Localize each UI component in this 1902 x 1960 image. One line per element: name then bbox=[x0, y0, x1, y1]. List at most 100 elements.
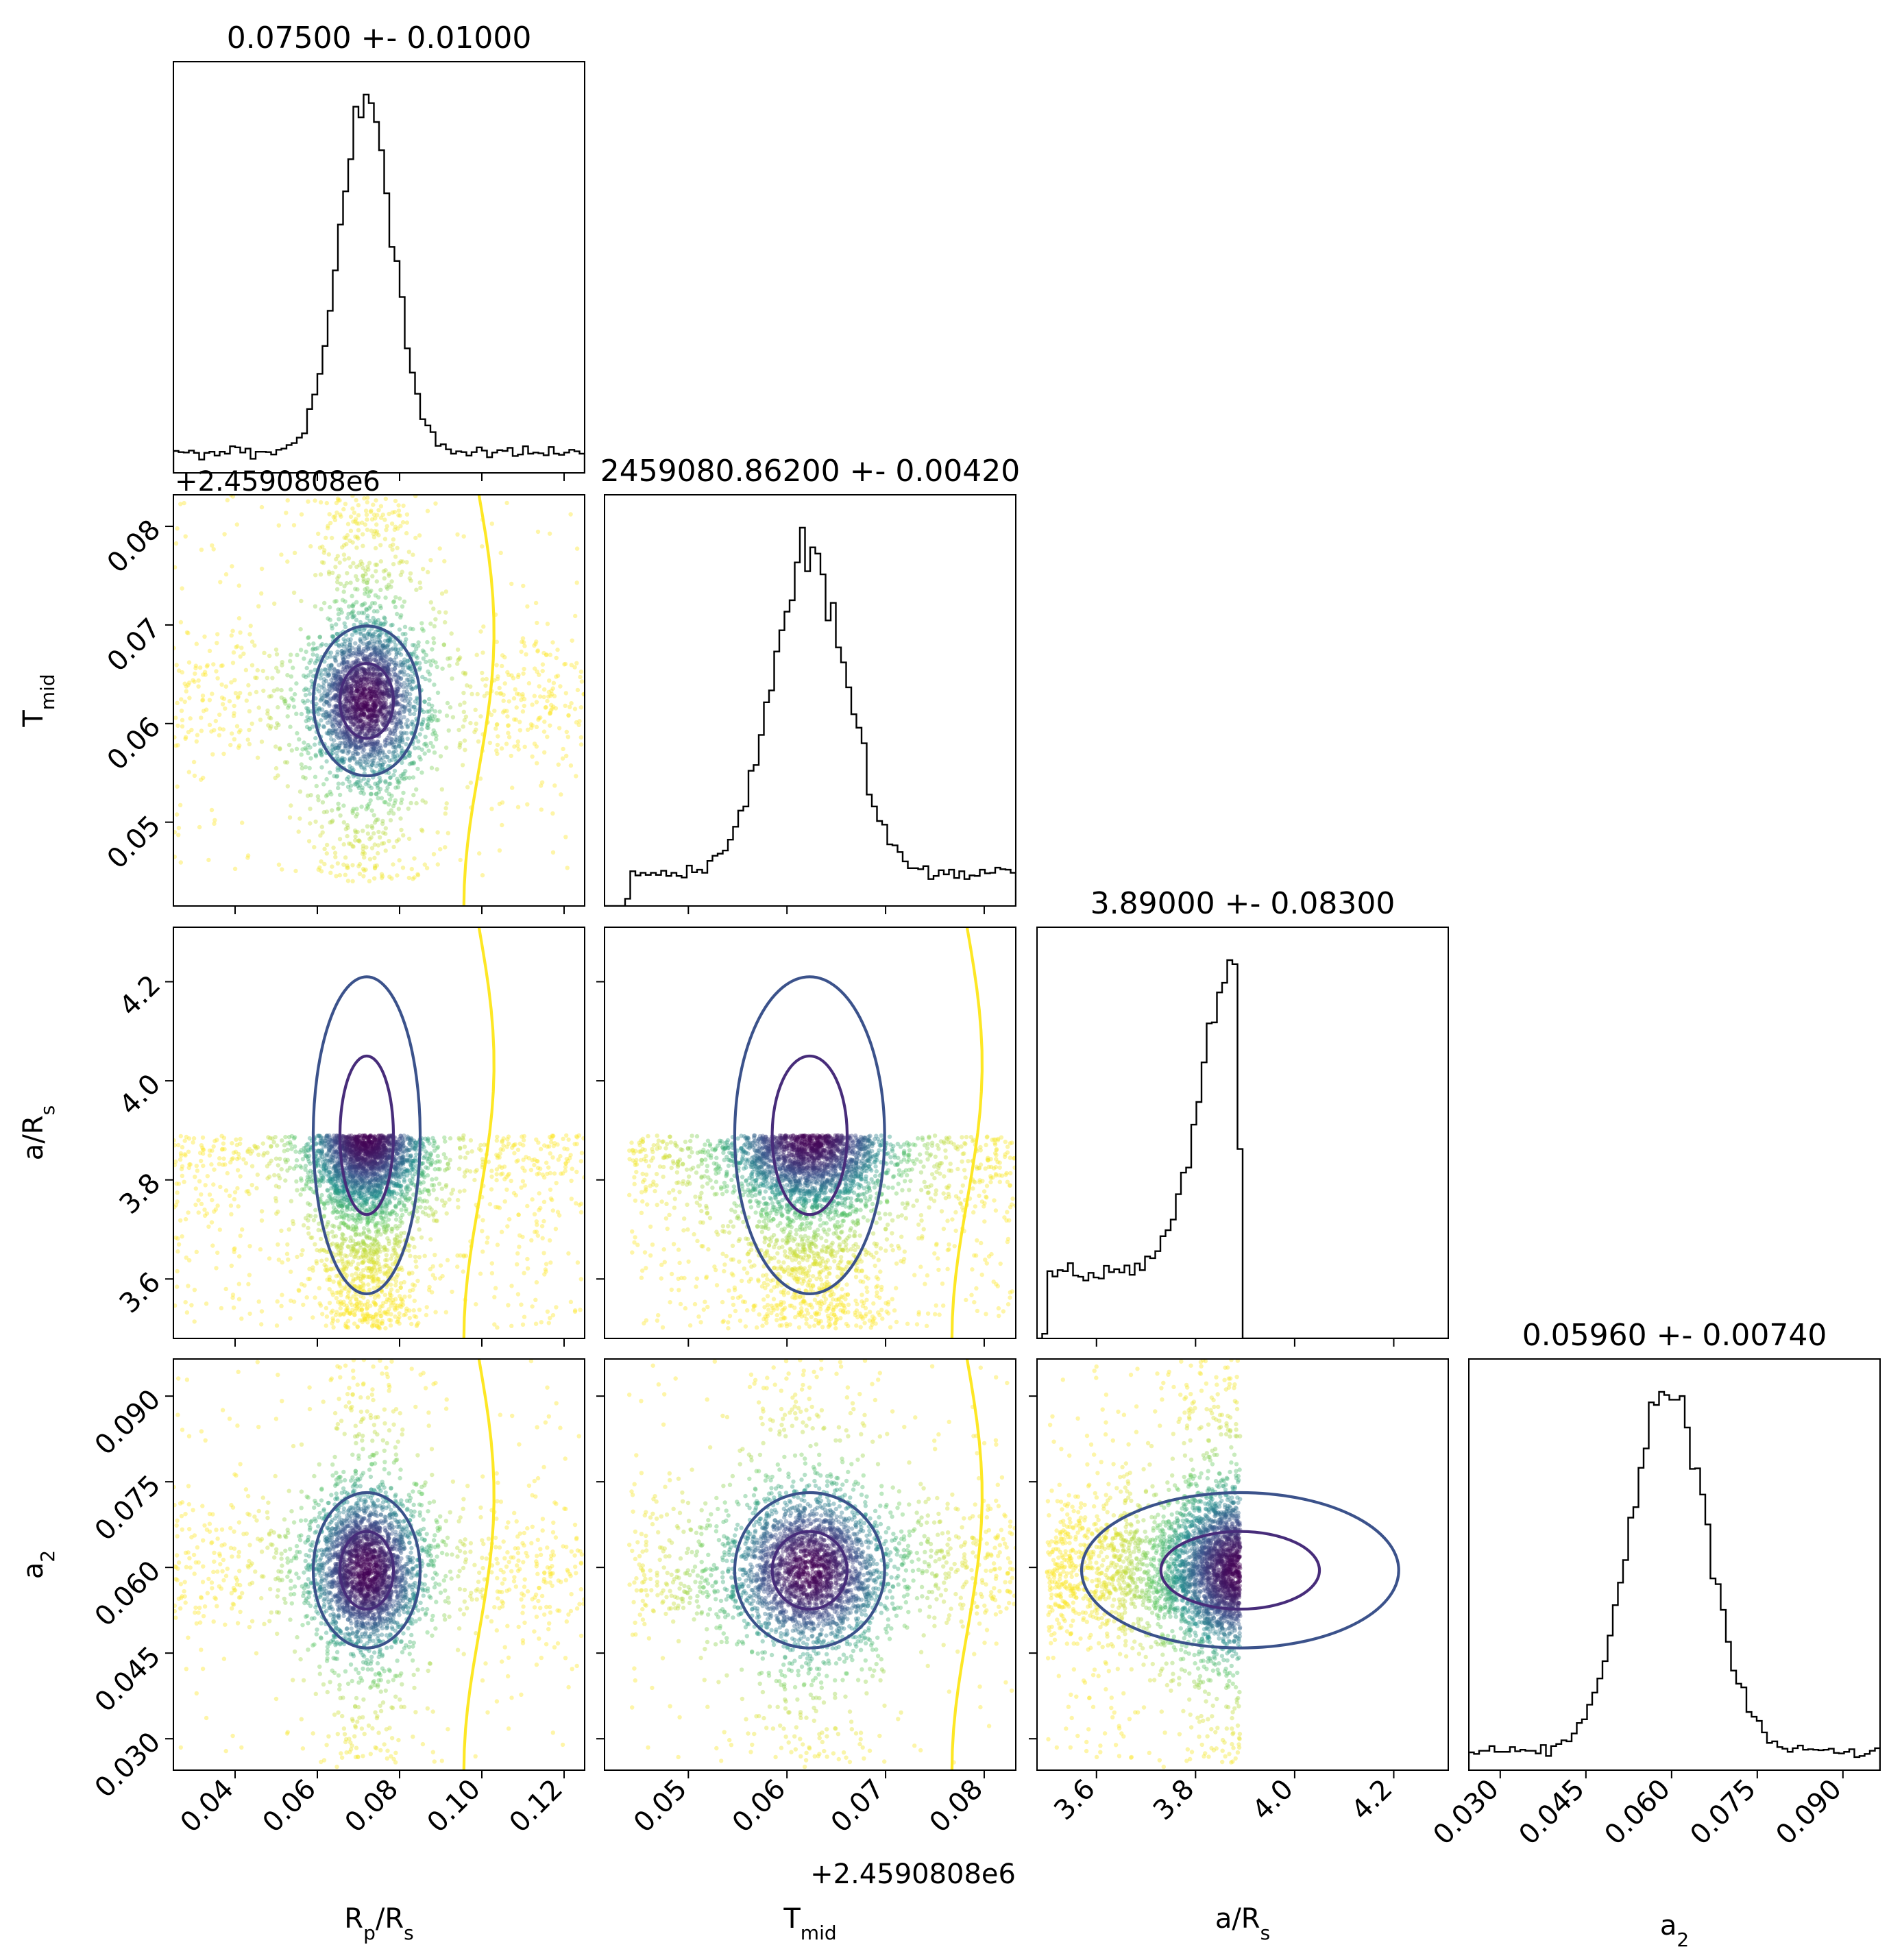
scatter-point bbox=[182, 681, 187, 686]
scatter-point bbox=[322, 846, 327, 852]
scatter-point bbox=[343, 742, 348, 746]
scatter-point bbox=[371, 702, 376, 708]
scatter-point bbox=[547, 1144, 552, 1149]
scatter-point bbox=[379, 796, 385, 800]
scatter-point bbox=[411, 722, 415, 727]
scatter-point bbox=[494, 1138, 499, 1143]
scatter-point bbox=[254, 675, 259, 681]
scatter-point bbox=[403, 706, 408, 711]
scatter-point bbox=[533, 666, 537, 671]
scatter-point bbox=[351, 705, 356, 709]
scatter-point bbox=[362, 633, 367, 638]
scatter-point bbox=[377, 661, 382, 667]
scatter-point bbox=[362, 670, 367, 674]
scatter-point bbox=[374, 522, 379, 527]
scatter-point bbox=[365, 677, 369, 682]
scatter-point bbox=[347, 742, 352, 747]
scatter-point bbox=[404, 691, 409, 697]
scatter-point bbox=[279, 1228, 284, 1234]
scatter-point bbox=[548, 693, 553, 698]
scatter-point bbox=[566, 713, 571, 718]
scatter-point bbox=[173, 855, 177, 859]
scatter-point bbox=[358, 705, 363, 710]
scatter-point bbox=[371, 677, 376, 683]
scatter-point bbox=[368, 646, 373, 651]
scatter-point bbox=[369, 657, 374, 661]
scatter-point bbox=[352, 722, 356, 727]
scatter-point bbox=[344, 580, 350, 586]
scatter-point bbox=[247, 1311, 252, 1316]
scatter-point bbox=[355, 702, 360, 708]
scatter-point bbox=[345, 680, 350, 685]
scatter-point bbox=[440, 666, 445, 671]
scatter-point bbox=[305, 698, 310, 703]
scatter-point bbox=[180, 718, 185, 723]
scatter-point bbox=[383, 496, 388, 502]
scatter-point bbox=[352, 613, 357, 618]
scatter-point bbox=[367, 742, 371, 747]
scatter-point bbox=[407, 775, 412, 781]
scatter-point bbox=[345, 707, 351, 713]
scatter-point bbox=[319, 607, 324, 612]
scatter-point bbox=[238, 654, 243, 659]
scatter-point bbox=[332, 716, 337, 721]
scatter-point bbox=[430, 732, 435, 737]
scatter-point bbox=[374, 678, 380, 683]
scatter-point bbox=[361, 648, 366, 654]
scatter-point bbox=[445, 700, 450, 706]
scatter-point bbox=[377, 775, 382, 780]
scatter-point bbox=[383, 831, 388, 836]
scatter-point bbox=[329, 709, 334, 714]
scatter-point bbox=[367, 724, 372, 728]
scatter-point bbox=[330, 747, 335, 752]
scatter-point bbox=[331, 1279, 336, 1284]
scatter-point bbox=[337, 617, 341, 622]
scatter-point bbox=[361, 703, 366, 708]
scatter-point bbox=[417, 665, 422, 670]
scatter-point bbox=[259, 1322, 264, 1327]
scatter-point bbox=[230, 731, 234, 736]
scatter-point bbox=[380, 818, 385, 824]
scatter-point bbox=[381, 645, 386, 650]
scatter-point bbox=[330, 742, 335, 747]
scatter-point bbox=[365, 703, 369, 708]
scatter-point bbox=[501, 692, 506, 697]
scatter-point bbox=[409, 666, 413, 672]
scatter-point bbox=[354, 715, 358, 720]
scatter-point bbox=[297, 816, 302, 821]
scatter-point bbox=[330, 681, 336, 685]
scatter-point bbox=[383, 654, 388, 659]
scatter-point bbox=[356, 739, 361, 744]
scatter-point bbox=[301, 673, 306, 678]
scatter-point bbox=[314, 1259, 319, 1264]
scatter-point bbox=[373, 694, 378, 698]
panel-rp-rp: 0.07500 +- 0.01000 bbox=[173, 21, 585, 481]
scatter-point bbox=[517, 728, 522, 733]
scatter-point bbox=[386, 669, 391, 674]
scatter-point bbox=[437, 610, 442, 615]
scatter-point bbox=[538, 1147, 544, 1151]
scatter-point bbox=[419, 770, 424, 775]
scatter-point bbox=[350, 646, 355, 650]
scatter-point bbox=[489, 1271, 495, 1276]
scatter-point bbox=[475, 691, 480, 697]
scatter-point bbox=[247, 632, 252, 637]
scatter-point bbox=[373, 649, 378, 654]
scatter-point bbox=[362, 754, 367, 759]
scatter-point bbox=[462, 718, 467, 723]
scatter-point bbox=[355, 577, 360, 583]
scatter-point bbox=[346, 698, 351, 703]
scatter-point bbox=[430, 717, 435, 722]
scatter-point bbox=[361, 759, 367, 764]
scatter-point bbox=[417, 580, 422, 585]
scatter-point bbox=[492, 1295, 497, 1300]
scatter-point bbox=[345, 571, 350, 576]
scatter-point bbox=[419, 827, 424, 832]
scatter-point bbox=[372, 650, 377, 655]
scatter-point bbox=[262, 650, 267, 655]
scatter-point bbox=[337, 726, 342, 731]
scatter-point bbox=[344, 711, 350, 715]
scatter-point bbox=[324, 535, 328, 540]
scatter-point bbox=[217, 712, 222, 718]
scatter-point bbox=[334, 677, 339, 682]
